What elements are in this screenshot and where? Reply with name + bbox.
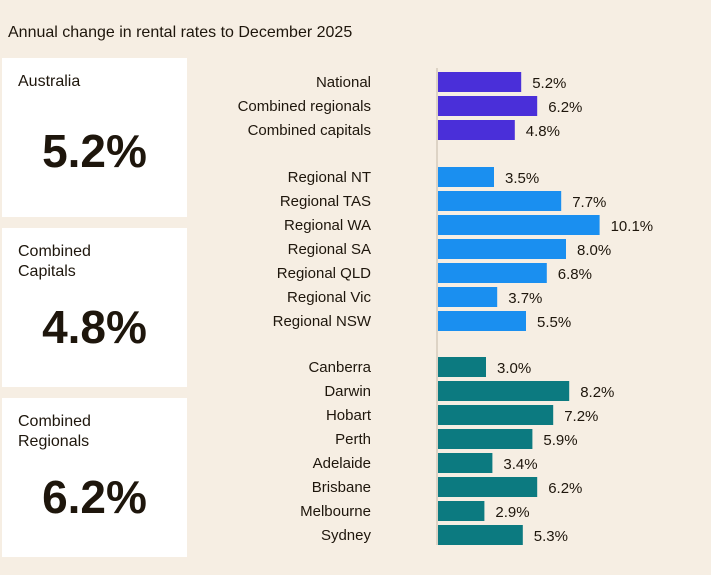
bar xyxy=(438,215,600,235)
category-label: Perth xyxy=(335,431,371,448)
bar xyxy=(438,477,538,497)
category-label: Regional NT xyxy=(288,169,371,186)
category-label: Canberra xyxy=(308,359,371,376)
value-label: 6.2% xyxy=(548,480,582,497)
bar xyxy=(438,167,494,187)
bar xyxy=(438,263,547,283)
chart-title: Annual change in rental rates to Decembe… xyxy=(8,24,353,41)
card-value: 5.2% xyxy=(42,125,147,177)
category-label: Regional QLD xyxy=(277,265,371,282)
bar xyxy=(438,239,566,259)
value-label: 6.8% xyxy=(558,266,592,283)
card-combined-capitals: Combined Capitals 4.8% xyxy=(2,228,187,387)
category-label: Combined capitals xyxy=(248,122,371,139)
category-label: Combined regionals xyxy=(238,98,371,115)
bar xyxy=(438,405,554,425)
bar xyxy=(438,287,498,307)
value-label: 8.2% xyxy=(580,384,614,401)
bar xyxy=(438,381,570,401)
bar xyxy=(438,429,533,449)
value-label: 7.7% xyxy=(572,194,606,211)
bar xyxy=(438,501,485,521)
bar xyxy=(438,311,526,331)
value-label: 4.8% xyxy=(526,123,560,140)
card-combined-regionals: Combined Regionals 6.2% xyxy=(2,398,187,557)
bar xyxy=(438,357,486,377)
bar xyxy=(438,120,515,140)
category-label: Regional SA xyxy=(288,241,371,258)
category-label: Hobart xyxy=(326,407,372,424)
value-label: 5.9% xyxy=(543,432,577,449)
value-label: 5.5% xyxy=(537,314,571,331)
bar xyxy=(438,72,522,92)
bar xyxy=(438,525,523,545)
card-label: Australia xyxy=(18,73,81,90)
category-label: Melbourne xyxy=(300,503,371,520)
card-label: Combined Capitals xyxy=(18,243,91,280)
value-label: 3.7% xyxy=(508,290,542,307)
value-label: 5.3% xyxy=(534,528,568,545)
bar xyxy=(438,453,493,473)
value-label: 7.2% xyxy=(564,408,598,425)
category-label: Sydney xyxy=(321,527,372,544)
card-value: 4.8% xyxy=(42,301,147,353)
value-label: 2.9% xyxy=(495,504,529,521)
category-label: National xyxy=(316,74,371,91)
category-label: Regional Vic xyxy=(287,289,371,306)
value-label: 10.1% xyxy=(611,218,654,235)
value-label: 5.2% xyxy=(532,75,566,92)
value-label: 3.5% xyxy=(505,170,539,187)
value-label: 3.0% xyxy=(497,360,531,377)
category-label: Darwin xyxy=(324,383,371,400)
value-label: 8.0% xyxy=(577,242,611,259)
card-australia: Australia 5.2% xyxy=(2,58,187,217)
category-label: Brisbane xyxy=(312,479,371,496)
category-label: Adelaide xyxy=(313,455,371,472)
bar xyxy=(438,191,562,211)
category-label: Regional TAS xyxy=(280,193,371,210)
bar xyxy=(438,96,538,116)
category-label: Regional NSW xyxy=(273,313,372,330)
value-label: 6.2% xyxy=(548,99,582,116)
card-value: 6.2% xyxy=(42,471,147,523)
card-label: Combined Regionals xyxy=(18,413,91,450)
value-label: 3.4% xyxy=(503,456,537,473)
category-label: Regional WA xyxy=(284,217,371,234)
